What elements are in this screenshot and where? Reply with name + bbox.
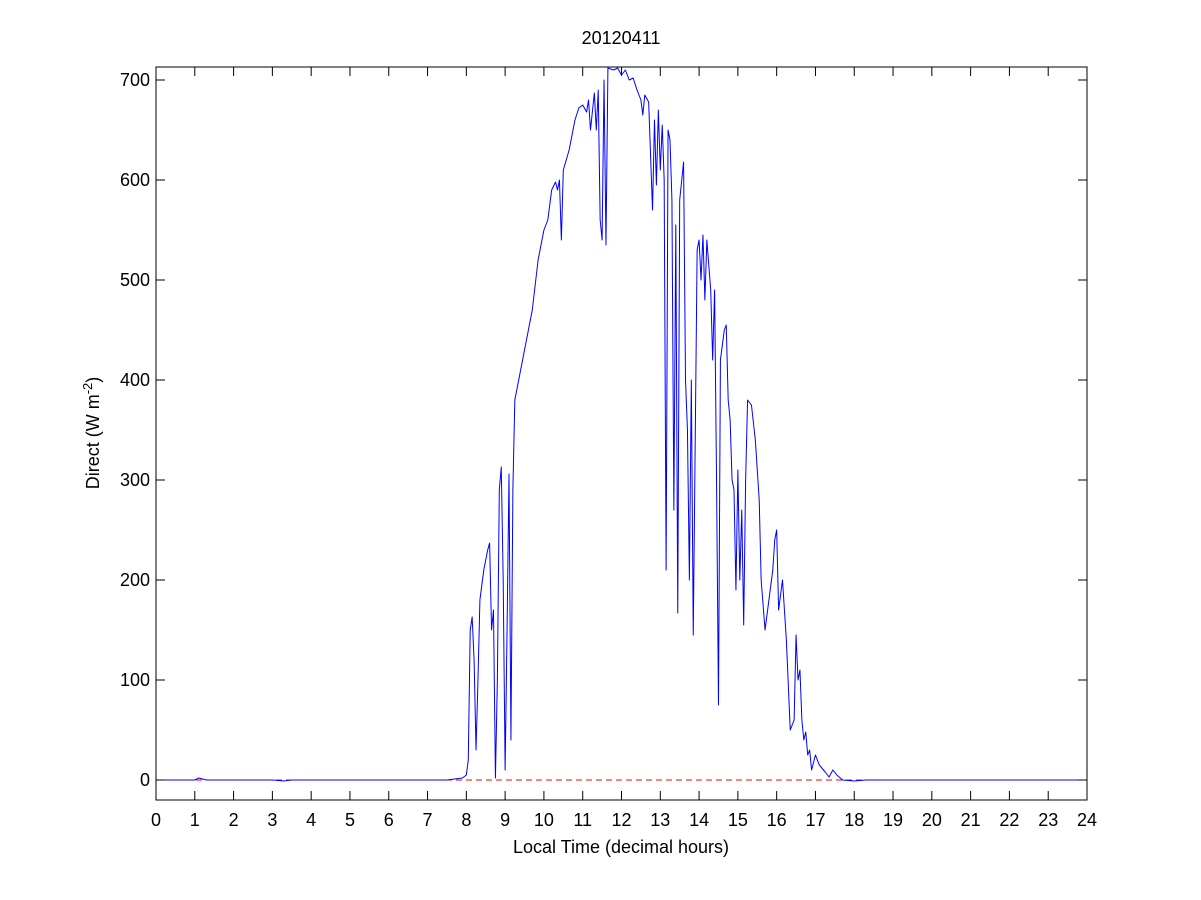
x-tick-label: 24 bbox=[1077, 810, 1097, 830]
x-tick-label: 0 bbox=[151, 810, 161, 830]
x-tick-label: 4 bbox=[306, 810, 316, 830]
x-tick-label: 6 bbox=[384, 810, 394, 830]
x-tick-label: 19 bbox=[883, 810, 903, 830]
x-tick-label: 22 bbox=[999, 810, 1019, 830]
x-tick-label: 8 bbox=[461, 810, 471, 830]
x-axis-label: Local Time (decimal hours) bbox=[513, 837, 729, 857]
x-tick-label: 17 bbox=[805, 810, 825, 830]
x-tick-label: 10 bbox=[534, 810, 554, 830]
x-tick-label: 9 bbox=[500, 810, 510, 830]
y-tick-label: 400 bbox=[120, 370, 150, 390]
x-tick-label: 11 bbox=[573, 810, 592, 830]
x-tick-label: 1 bbox=[190, 810, 200, 830]
data-line bbox=[156, 67, 1087, 782]
y-axis-label-sup: -2 bbox=[80, 383, 95, 395]
x-tick-label: 18 bbox=[844, 810, 864, 830]
y-tick-label: 0 bbox=[140, 770, 150, 790]
x-tick-label: 21 bbox=[961, 810, 981, 830]
x-tick-label: 14 bbox=[689, 810, 709, 830]
y-tick-label: 500 bbox=[120, 270, 150, 290]
y-axis-label: Direct (W m-2) bbox=[80, 377, 103, 490]
y-tick-label: 600 bbox=[120, 170, 150, 190]
x-tick-label: 23 bbox=[1038, 810, 1058, 830]
x-tick-label: 12 bbox=[611, 810, 631, 830]
y-tick-label: 300 bbox=[120, 470, 150, 490]
x-tick-label: 20 bbox=[922, 810, 942, 830]
x-tick-label: 5 bbox=[345, 810, 355, 830]
x-tick-label: 15 bbox=[728, 810, 748, 830]
chart-title: 20120411 bbox=[582, 28, 661, 48]
y-tick-label: 100 bbox=[120, 670, 150, 690]
y-tick-label: 700 bbox=[120, 70, 150, 90]
x-tick-label: 3 bbox=[267, 810, 277, 830]
y-axis-label-end: ) bbox=[83, 377, 103, 383]
x-tick-label: 2 bbox=[229, 810, 239, 830]
y-tick-label: 200 bbox=[120, 570, 150, 590]
x-tick-label: 7 bbox=[423, 810, 433, 830]
x-tick-label: 13 bbox=[650, 810, 670, 830]
y-axis-label-text: Direct (W m bbox=[83, 394, 103, 489]
x-tick-label: 16 bbox=[767, 810, 787, 830]
